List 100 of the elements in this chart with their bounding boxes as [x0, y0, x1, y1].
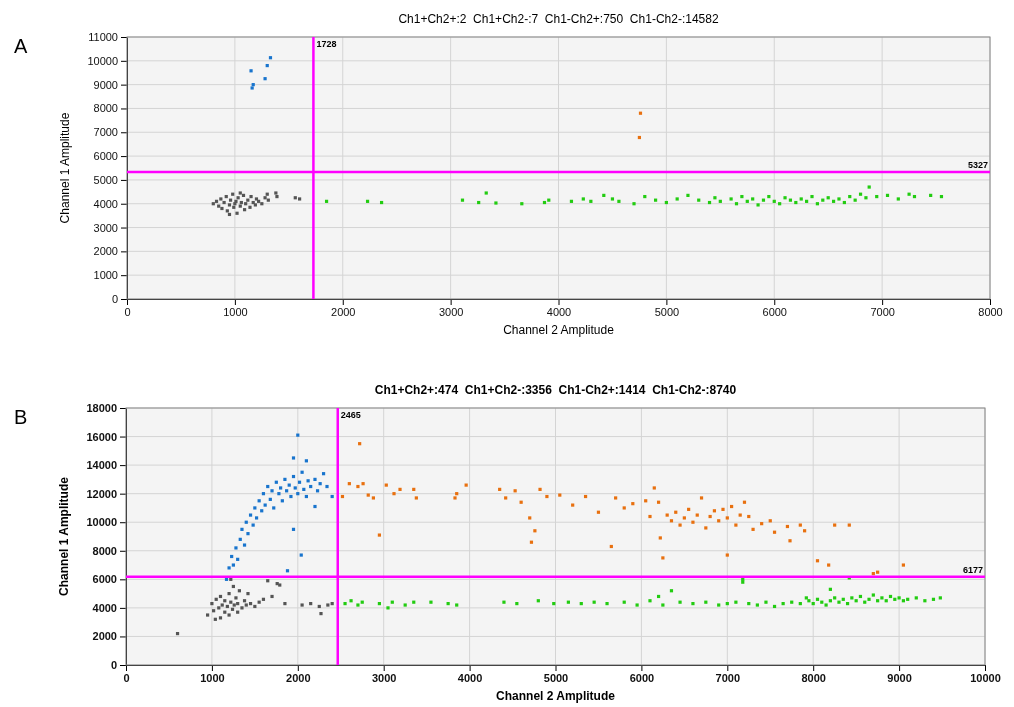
x-tick-label: 2000	[331, 305, 356, 318]
point	[304, 459, 308, 463]
x-tick-label: 3000	[371, 671, 397, 684]
point	[907, 192, 911, 196]
point	[547, 198, 551, 202]
point	[272, 506, 276, 510]
point	[211, 202, 215, 206]
x-axis-title: Channel 2 Amplitude	[503, 323, 615, 337]
x-tick-label: 9000	[887, 671, 912, 684]
point	[242, 208, 247, 212]
point	[291, 527, 296, 531]
point	[326, 603, 330, 607]
point	[274, 480, 278, 484]
point	[261, 597, 266, 601]
x-tick-label: 0	[123, 671, 130, 684]
point	[260, 202, 264, 206]
point	[875, 194, 879, 199]
point	[277, 492, 281, 496]
y-tick-label: 12000	[86, 487, 117, 500]
point	[842, 200, 846, 205]
point	[664, 200, 668, 205]
point	[227, 203, 232, 207]
point	[653, 198, 658, 202]
text: A	[14, 35, 28, 57]
point	[240, 527, 244, 531]
chart-title: Ch1+Ch2+:474 Ch1+Ch2-:3356 Ch1-Ch2+:1414 Ch1-Ch2-:8740	[374, 383, 737, 397]
y-tick-label: 18000	[86, 402, 117, 415]
x-tick-label: 8000	[801, 671, 826, 684]
point	[224, 194, 228, 199]
point	[253, 604, 257, 609]
point	[297, 480, 302, 484]
y-tick-label: 2000	[92, 630, 117, 643]
point	[837, 197, 841, 201]
point	[268, 56, 273, 60]
y-tick-label: 10000	[87, 54, 118, 67]
y-tick-label: 16000	[86, 430, 117, 443]
point	[602, 193, 606, 197]
point	[299, 553, 303, 557]
point	[494, 201, 498, 205]
point	[617, 199, 621, 203]
point	[867, 185, 871, 189]
point	[240, 606, 244, 610]
point	[885, 193, 890, 197]
point	[237, 589, 241, 593]
point	[257, 499, 261, 503]
point	[230, 554, 234, 559]
point	[321, 472, 326, 476]
x-tick-label: 3000	[438, 305, 464, 318]
point	[251, 523, 255, 527]
point	[325, 484, 329, 489]
point	[248, 513, 253, 517]
point	[242, 599, 247, 603]
point	[745, 199, 749, 203]
point	[319, 612, 323, 616]
point	[274, 191, 278, 195]
x-tick-label: 4000	[546, 305, 572, 318]
y-axis-title: Channel 1 Amplitude	[58, 112, 72, 224]
point	[330, 602, 334, 606]
point	[210, 602, 214, 606]
point	[794, 200, 798, 205]
point	[365, 199, 370, 203]
point	[324, 199, 329, 203]
point	[248, 602, 253, 606]
point	[266, 484, 270, 489]
point	[213, 617, 217, 621]
point	[761, 198, 766, 202]
point	[227, 566, 231, 570]
point	[230, 607, 235, 611]
point	[697, 198, 701, 202]
x-axis-title: Channel 2 Amplitude	[496, 689, 616, 703]
point	[569, 199, 574, 203]
point	[484, 191, 488, 195]
point	[302, 487, 306, 491]
point	[330, 494, 334, 499]
point	[225, 209, 229, 213]
point	[223, 610, 227, 614]
point	[783, 196, 787, 200]
point	[223, 599, 227, 603]
point	[751, 197, 755, 201]
y-tick-label: 6000	[93, 150, 118, 163]
point	[217, 204, 221, 208]
x-tick-label: 6000	[762, 305, 787, 318]
point	[291, 456, 296, 460]
point	[300, 603, 304, 607]
point	[260, 509, 264, 513]
x-tick-label: 7000	[715, 671, 741, 684]
point	[246, 532, 250, 536]
point	[306, 479, 310, 483]
y-tick-label: 2000	[93, 245, 118, 258]
y-tick-label: 7000	[93, 126, 118, 139]
point	[296, 492, 300, 496]
point	[313, 477, 317, 481]
point	[265, 192, 269, 196]
x-tick-label: 8000	[978, 305, 1003, 318]
point	[287, 483, 291, 487]
point	[236, 557, 240, 561]
y-tick-label: 0	[111, 293, 118, 306]
point	[291, 474, 296, 479]
point	[254, 516, 259, 520]
point	[896, 197, 900, 201]
